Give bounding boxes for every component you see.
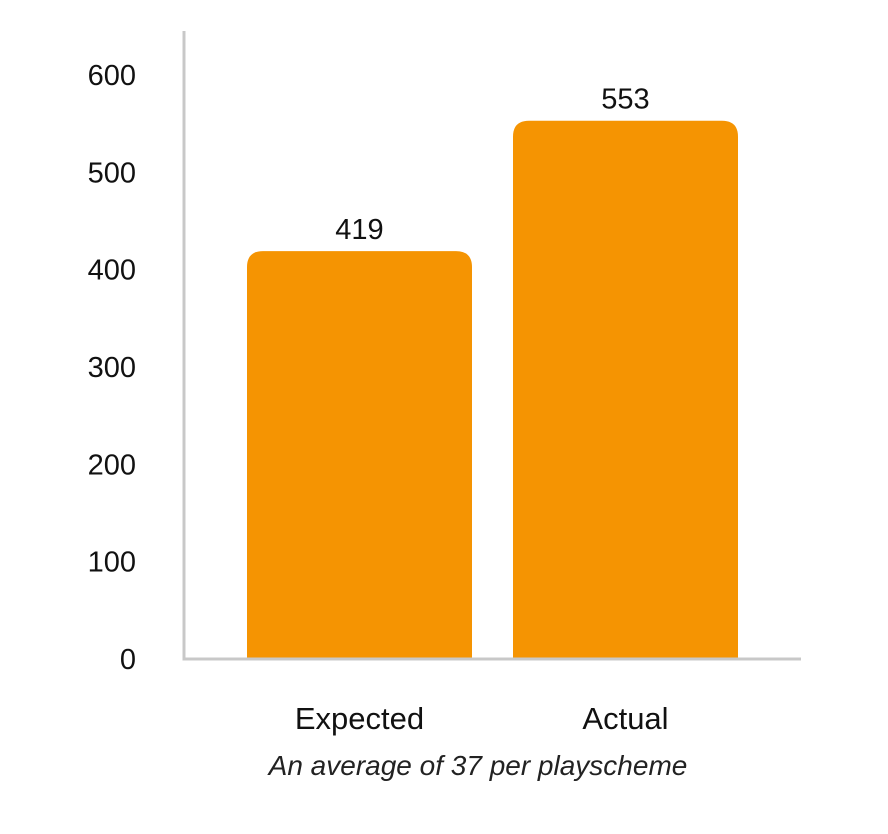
x-axis-category-labels: Expected Actual xyxy=(295,701,669,736)
data-label-expected: 419 xyxy=(335,214,383,246)
chart-caption: An average of 37 per playscheme xyxy=(267,750,688,781)
y-tick-label: 100 xyxy=(88,547,136,579)
bar-expected xyxy=(247,251,472,659)
category-label-actual: Actual xyxy=(582,701,668,736)
y-tick-label: 600 xyxy=(88,60,136,92)
y-axis-ticks: 0 100 200 300 400 500 600 xyxy=(88,60,136,676)
y-tick-label: 400 xyxy=(88,255,136,287)
y-tick-label: 200 xyxy=(88,449,136,481)
y-tick-label: 0 xyxy=(120,644,136,676)
bars xyxy=(247,120,738,660)
y-tick-label: 500 xyxy=(88,157,136,189)
data-labels: 419 553 xyxy=(335,84,649,246)
bar-actual xyxy=(513,120,738,660)
category-label-expected: Expected xyxy=(295,701,424,736)
data-label-actual: 553 xyxy=(601,84,649,116)
y-tick-label: 300 xyxy=(88,352,136,384)
